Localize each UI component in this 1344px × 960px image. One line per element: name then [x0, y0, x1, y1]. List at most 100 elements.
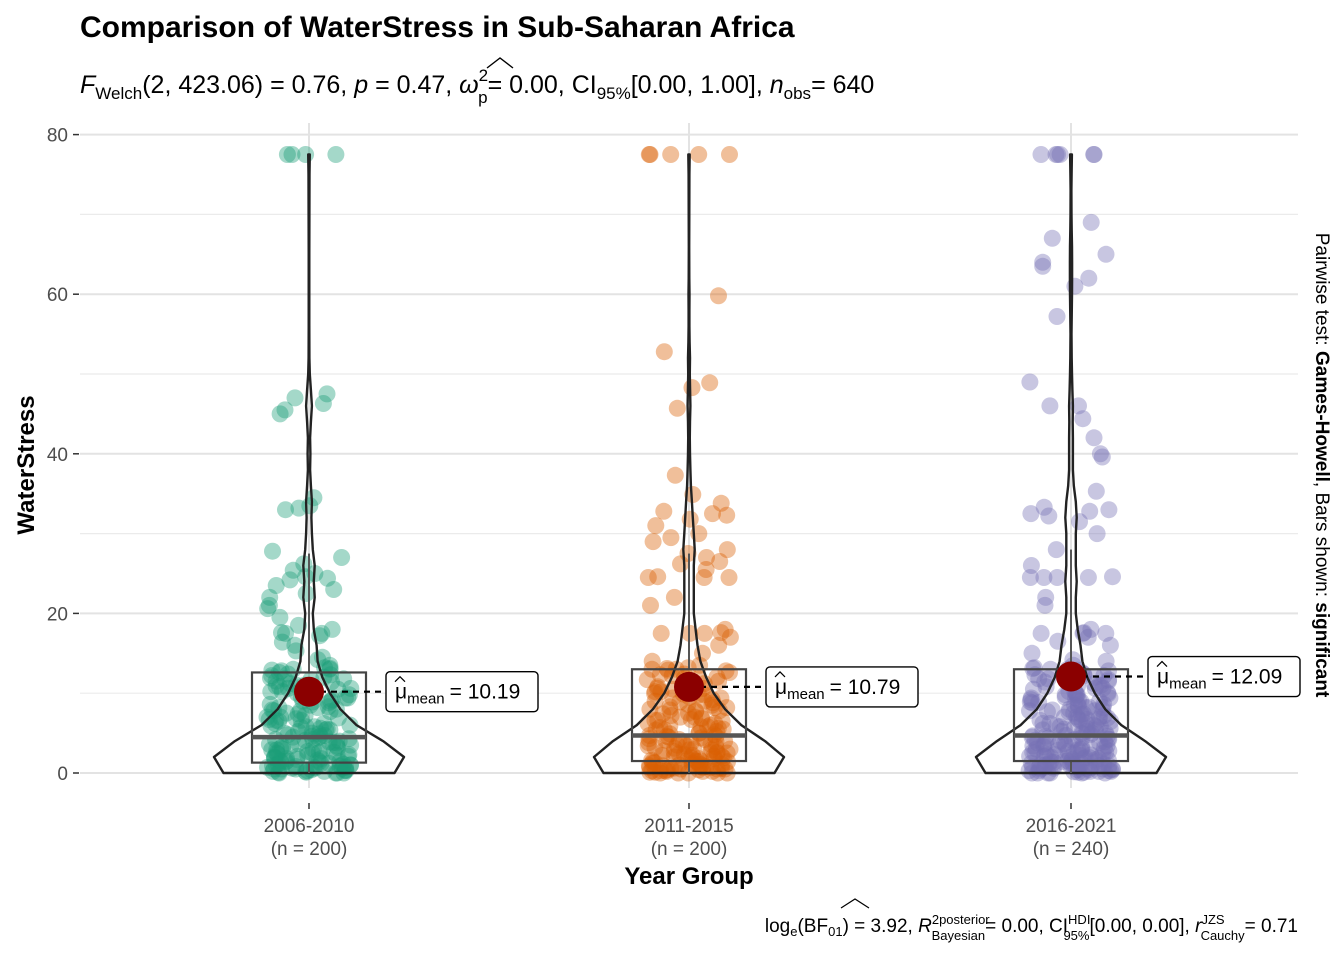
data-point	[1026, 744, 1044, 762]
data-point	[315, 715, 333, 732]
data-point	[652, 762, 670, 780]
data-point	[340, 686, 358, 704]
data-point	[1072, 692, 1090, 710]
means: μmean = 10.19 μmean = 10.79 μmean = 12.09	[294, 655, 1301, 713]
data-point	[1065, 744, 1083, 762]
data-point	[291, 702, 309, 720]
data-point	[684, 486, 702, 503]
data-point	[272, 662, 290, 680]
caption-hat	[840, 898, 870, 909]
data-point	[1057, 737, 1075, 754]
data-point	[341, 756, 359, 774]
data-point	[1097, 743, 1115, 761]
x-tick-label: 2006-2010	[264, 816, 355, 837]
data-point	[1100, 671, 1118, 689]
data-point	[272, 708, 290, 726]
data-point	[290, 499, 308, 517]
data-point	[1071, 746, 1089, 764]
data-point	[336, 762, 354, 780]
data-point	[1036, 673, 1054, 691]
data-point	[329, 680, 347, 698]
data-point	[262, 669, 279, 687]
data-point	[1036, 596, 1054, 614]
data-point	[299, 746, 317, 764]
data-point	[662, 529, 680, 547]
data-point	[263, 741, 281, 759]
data-point	[309, 751, 327, 769]
data-point	[1099, 684, 1117, 702]
subtitle-hat	[486, 57, 514, 69]
data-point	[646, 739, 664, 756]
data-point	[1100, 662, 1117, 680]
data-point	[342, 756, 359, 774]
data-point	[258, 708, 276, 726]
data-point	[1030, 670, 1048, 688]
data-point	[679, 750, 697, 768]
data-point	[1087, 482, 1105, 500]
data-point	[1073, 740, 1091, 758]
data-point	[262, 717, 280, 735]
data-point	[321, 656, 339, 674]
x-tick-n-label: (n = 200)	[651, 839, 728, 860]
data-point	[322, 666, 339, 684]
data-point	[1078, 711, 1096, 728]
data-point	[1085, 146, 1103, 163]
data-point	[297, 585, 315, 602]
data-point	[328, 737, 346, 755]
data-point	[319, 698, 337, 716]
data-point	[646, 692, 664, 710]
data-point	[1078, 720, 1096, 738]
data-point	[313, 624, 331, 642]
data-point	[1056, 688, 1074, 706]
mean-label: μmean = 10.19	[395, 681, 520, 708]
data-point	[322, 692, 340, 710]
data-point	[1056, 735, 1073, 752]
data-point	[1051, 146, 1069, 163]
data-point	[641, 700, 659, 718]
data-point	[1069, 696, 1087, 714]
data-point	[721, 628, 739, 646]
data-point	[1025, 659, 1043, 677]
data-point	[1091, 734, 1109, 752]
data-point	[267, 577, 285, 594]
data-point	[1035, 735, 1053, 753]
data-point	[652, 624, 670, 642]
data-point	[1090, 710, 1108, 728]
data-point	[666, 466, 684, 484]
data-point	[672, 555, 689, 573]
mean-label-box	[1147, 655, 1301, 698]
data-point	[1030, 762, 1048, 780]
data-point	[1070, 397, 1087, 415]
data-point	[1082, 758, 1100, 776]
data-point	[323, 620, 341, 638]
data-point	[1024, 758, 1041, 776]
data-point	[276, 401, 294, 419]
data-point	[263, 661, 281, 679]
y-axis-title: WaterStress	[13, 395, 40, 534]
mean-label: μmean = 12.09	[1157, 666, 1282, 693]
data-point	[694, 758, 712, 776]
data-point	[687, 703, 705, 721]
data-point	[287, 710, 305, 728]
data-point	[1069, 741, 1087, 759]
data-point	[269, 755, 287, 773]
data-point	[339, 747, 357, 765]
data-point	[260, 596, 278, 614]
data-point	[318, 385, 336, 403]
data-point	[675, 735, 692, 752]
data-point	[675, 746, 693, 764]
data-point	[340, 746, 358, 764]
chart-title: Comparison of WaterStress in Sub-Saharan…	[80, 11, 795, 44]
data-point	[321, 721, 339, 739]
data-point	[278, 752, 296, 770]
data-point	[707, 738, 725, 756]
data-point	[271, 608, 289, 626]
data-point	[1051, 718, 1069, 736]
data-point	[670, 745, 688, 763]
data-point	[279, 665, 297, 683]
data-point	[717, 662, 735, 680]
data-point	[703, 741, 721, 759]
data-point	[1095, 739, 1113, 757]
data-point	[271, 678, 288, 696]
